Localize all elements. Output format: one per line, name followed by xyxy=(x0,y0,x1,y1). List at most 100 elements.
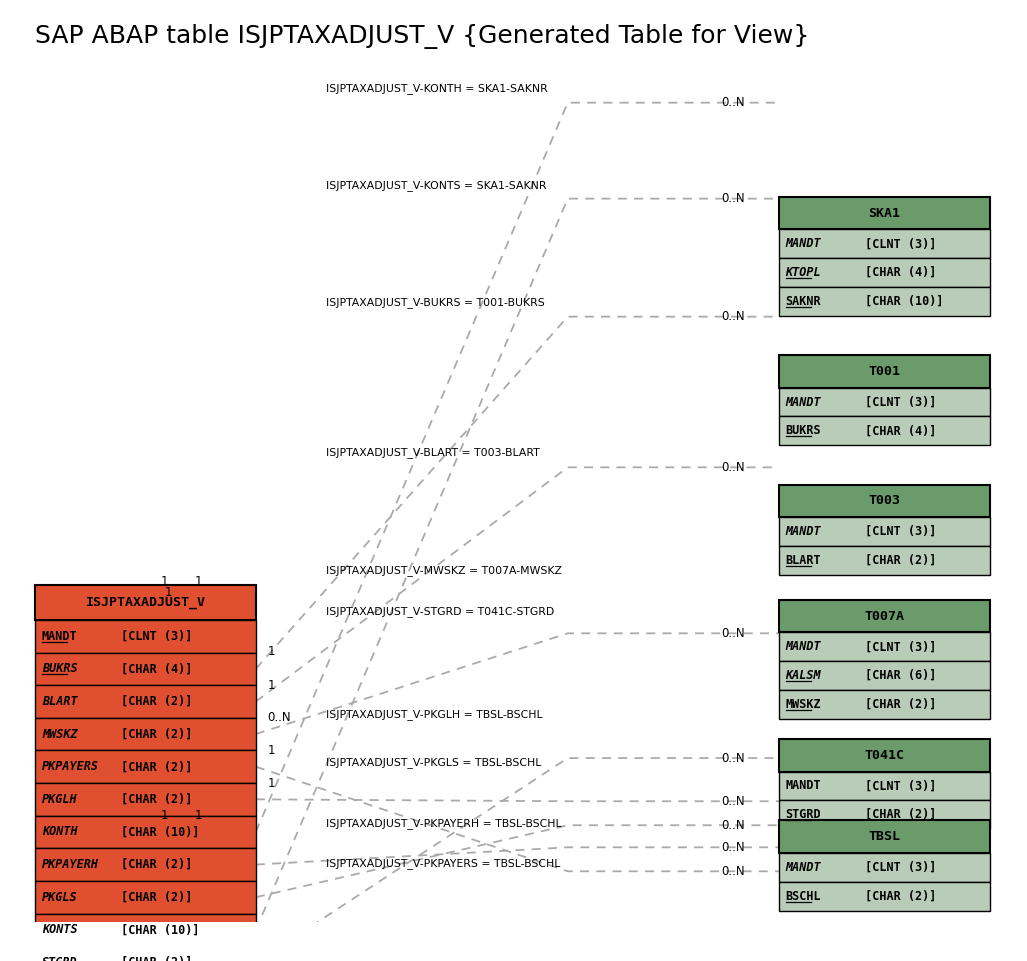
Text: [CHAR (2)]: [CHAR (2)] xyxy=(114,695,192,708)
Text: 0..N: 0..N xyxy=(721,865,745,877)
Text: [CHAR (2)]: [CHAR (2)] xyxy=(114,956,192,961)
Bar xyxy=(778,517,990,546)
Text: [CHAR (6)]: [CHAR (6)] xyxy=(858,669,936,682)
Text: BUKRS: BUKRS xyxy=(42,662,77,676)
Text: ISJPTAXADJUST_V-PKPAYERH = TBSL-BSCHL: ISJPTAXADJUST_V-PKPAYERH = TBSL-BSCHL xyxy=(326,818,562,828)
Bar xyxy=(35,816,256,849)
Text: [CLNT (3)]: [CLNT (3)] xyxy=(858,861,936,874)
Bar xyxy=(778,416,990,445)
Text: MANDT: MANDT xyxy=(786,861,822,874)
Text: 0..N: 0..N xyxy=(721,96,745,110)
Text: 1: 1 xyxy=(194,809,202,823)
Bar xyxy=(35,751,256,783)
Text: [CHAR (10)]: [CHAR (10)] xyxy=(858,295,943,308)
Text: MANDT: MANDT xyxy=(786,396,822,408)
Text: [CHAR (2)]: [CHAR (2)] xyxy=(858,698,936,711)
Text: SKA1: SKA1 xyxy=(869,207,901,219)
Text: ISJPTAXADJUST_V-PKGLS = TBSL-BSCHL: ISJPTAXADJUST_V-PKGLS = TBSL-BSCHL xyxy=(326,757,541,769)
Text: T041C: T041C xyxy=(865,749,905,762)
Bar xyxy=(778,197,990,230)
Bar xyxy=(778,661,990,690)
Text: ISJPTAXADJUST_V-KONTH = SKA1-SAKNR: ISJPTAXADJUST_V-KONTH = SKA1-SAKNR xyxy=(326,83,547,94)
Text: [CHAR (10)]: [CHAR (10)] xyxy=(114,924,199,936)
Text: 1: 1 xyxy=(194,575,202,588)
Text: T001: T001 xyxy=(869,365,901,378)
Text: [CHAR (2)]: [CHAR (2)] xyxy=(114,858,192,871)
Text: [CLNT (3)]: [CLNT (3)] xyxy=(858,640,936,653)
Text: BLART: BLART xyxy=(786,554,822,567)
Text: PKPAYERS: PKPAYERS xyxy=(42,760,99,774)
Bar xyxy=(35,653,256,685)
Bar xyxy=(35,914,256,947)
Text: KALSM: KALSM xyxy=(786,669,822,682)
Text: 1: 1 xyxy=(267,776,275,790)
Text: BUKRS: BUKRS xyxy=(786,425,822,437)
Text: KONTS: KONTS xyxy=(42,924,77,936)
Text: 1: 1 xyxy=(267,645,275,658)
Text: PKPAYERH: PKPAYERH xyxy=(42,858,99,871)
Text: STGRD: STGRD xyxy=(786,808,822,822)
Bar xyxy=(778,600,990,632)
Bar xyxy=(35,783,256,816)
Text: [CHAR (10)]: [CHAR (10)] xyxy=(114,825,199,838)
Text: 0..N: 0..N xyxy=(721,310,745,323)
Bar xyxy=(35,685,256,718)
Text: ISJPTAXADJUST_V-KONTS = SKA1-SAKNR: ISJPTAXADJUST_V-KONTS = SKA1-SAKNR xyxy=(326,180,546,190)
Text: MANDT: MANDT xyxy=(42,629,77,643)
Text: 0..N: 0..N xyxy=(267,711,291,725)
Text: 0..N: 0..N xyxy=(721,192,745,205)
Text: STGRD: STGRD xyxy=(42,956,77,961)
Bar xyxy=(35,718,256,751)
Text: ISJPTAXADJUST_V-MWSKZ = T007A-MWSKZ: ISJPTAXADJUST_V-MWSKZ = T007A-MWSKZ xyxy=(326,565,562,577)
Text: MANDT: MANDT xyxy=(786,779,822,793)
Text: [CLNT (3)]: [CLNT (3)] xyxy=(858,237,936,250)
Text: [CHAR (4)]: [CHAR (4)] xyxy=(858,425,936,437)
Text: MANDT: MANDT xyxy=(786,525,822,538)
Text: BLART: BLART xyxy=(42,695,77,708)
Text: KONTH: KONTH xyxy=(42,825,77,838)
Text: BSCHL: BSCHL xyxy=(786,890,822,902)
Text: 0..N: 0..N xyxy=(721,795,745,808)
Text: [CHAR (2)]: [CHAR (2)] xyxy=(114,793,192,806)
Bar xyxy=(778,739,990,772)
Bar xyxy=(778,853,990,882)
Text: ISJPTAXADJUST_V: ISJPTAXADJUST_V xyxy=(85,596,205,609)
Text: 1: 1 xyxy=(164,585,173,599)
Bar xyxy=(778,484,990,517)
Text: 0..N: 0..N xyxy=(721,841,745,853)
Text: SAP ABAP table ISJPTAXADJUST_V {Generated Table for View}: SAP ABAP table ISJPTAXADJUST_V {Generate… xyxy=(35,24,809,49)
Text: 0..N: 0..N xyxy=(721,627,745,640)
Bar xyxy=(778,387,990,416)
Text: ISJPTAXADJUST_V-PKGLH = TBSL-BSCHL: ISJPTAXADJUST_V-PKGLH = TBSL-BSCHL xyxy=(326,709,542,721)
Text: 0..N: 0..N xyxy=(721,752,745,765)
Text: [CHAR (2)]: [CHAR (2)] xyxy=(858,808,936,822)
Text: 1: 1 xyxy=(161,809,168,823)
Text: MWSKZ: MWSKZ xyxy=(786,698,822,711)
Bar xyxy=(35,881,256,914)
Text: MANDT: MANDT xyxy=(786,237,822,250)
Text: ISJPTAXADJUST_V-BLART = T003-BLART: ISJPTAXADJUST_V-BLART = T003-BLART xyxy=(326,448,539,458)
Bar xyxy=(778,632,990,661)
Text: [CHAR (2)]: [CHAR (2)] xyxy=(114,727,192,741)
Bar xyxy=(778,801,990,829)
Bar xyxy=(778,772,990,801)
Text: [CHAR (2)]: [CHAR (2)] xyxy=(114,891,192,903)
Text: [CHAR (4)]: [CHAR (4)] xyxy=(858,266,936,279)
Text: PKGLH: PKGLH xyxy=(42,793,77,806)
Text: 0..N: 0..N xyxy=(721,819,745,831)
Text: [CLNT (3)]: [CLNT (3)] xyxy=(114,629,192,643)
Text: MWSKZ: MWSKZ xyxy=(42,727,77,741)
Bar xyxy=(35,947,256,961)
Text: ISJPTAXADJUST_V-BUKRS = T001-BUKRS: ISJPTAXADJUST_V-BUKRS = T001-BUKRS xyxy=(326,297,544,308)
Text: [CHAR (2)]: [CHAR (2)] xyxy=(858,890,936,902)
Text: [CHAR (4)]: [CHAR (4)] xyxy=(114,662,192,676)
Text: ISJPTAXADJUST_V-STGRD = T041C-STGRD: ISJPTAXADJUST_V-STGRD = T041C-STGRD xyxy=(326,605,555,617)
Bar xyxy=(35,585,256,620)
Text: T007A: T007A xyxy=(865,609,905,623)
Text: TBSL: TBSL xyxy=(869,830,901,843)
Bar xyxy=(778,546,990,575)
Bar xyxy=(778,355,990,387)
Bar xyxy=(778,230,990,259)
Text: MANDT: MANDT xyxy=(786,640,822,653)
Text: KTOPL: KTOPL xyxy=(786,266,822,279)
